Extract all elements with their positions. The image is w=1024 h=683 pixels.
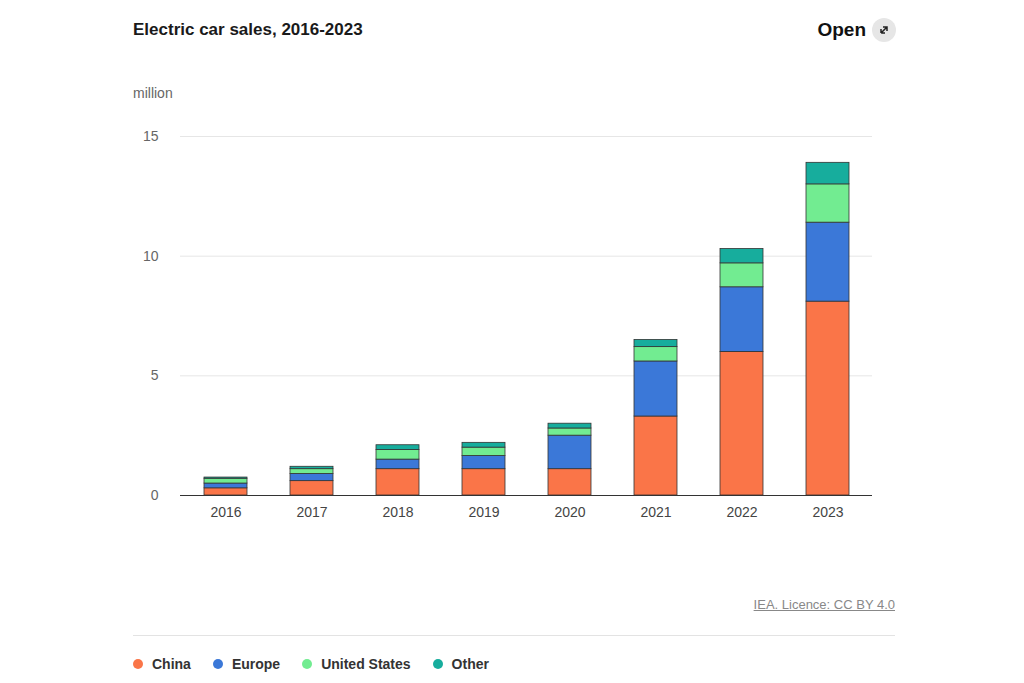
svg-text:2021: 2021 xyxy=(640,504,671,520)
svg-text:10: 10 xyxy=(143,248,159,264)
html-text:IEA. Licence: CC BY 4.0: IEA. Licence: CC BY 4.0 xyxy=(753,597,895,612)
svg-text:5: 5 xyxy=(151,367,159,383)
svg-text:2023: 2023 xyxy=(812,504,843,520)
html-text:million: million xyxy=(133,85,173,101)
svg-text:2016: 2016 xyxy=(210,504,241,520)
svg-text:0: 0 xyxy=(151,487,159,503)
svg-text:2018: 2018 xyxy=(382,504,413,520)
svg-text:2020: 2020 xyxy=(554,504,585,520)
svg-text:2022: 2022 xyxy=(726,504,757,520)
html-text:United States: United States xyxy=(321,656,411,672)
svg-text:2019: 2019 xyxy=(468,504,499,520)
svg-text:2017: 2017 xyxy=(296,504,327,520)
html-text:Europe: Europe xyxy=(231,656,281,672)
svg-text:15: 15 xyxy=(143,128,159,144)
html-text:China: China xyxy=(152,656,191,672)
html-text:Electric car sales, 2016-2023: Electric car sales, 2016-2023 xyxy=(133,20,363,39)
html-text:Open: Open xyxy=(817,19,866,40)
html-text:Other: Other xyxy=(451,656,489,672)
